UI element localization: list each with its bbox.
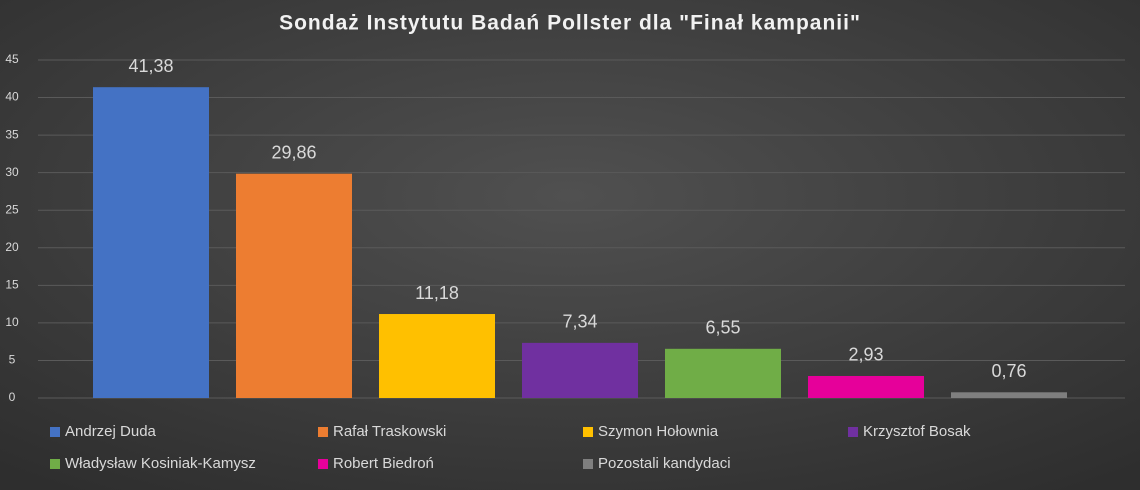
value-label: 7,34 bbox=[562, 312, 597, 332]
bar bbox=[93, 87, 209, 399]
legend-label: Szymon Hołownia bbox=[598, 423, 719, 440]
y-tick-label: 15 bbox=[5, 278, 19, 292]
bar bbox=[522, 342, 638, 398]
y-tick-label: 0 bbox=[9, 390, 16, 404]
legend-label: Krzysztof Bosak bbox=[863, 423, 971, 440]
bar bbox=[951, 392, 1067, 398]
legend-label: Andrzej Duda bbox=[65, 423, 157, 440]
y-tick-label: 40 bbox=[5, 90, 19, 104]
value-label: 6,55 bbox=[705, 318, 740, 338]
legend-label: Władysław Kosiniak-Kamysz bbox=[65, 455, 256, 472]
legend-swatch bbox=[50, 459, 60, 469]
y-tick-label: 10 bbox=[5, 315, 19, 329]
legend-swatch bbox=[848, 427, 858, 437]
y-tick-label: 45 bbox=[5, 52, 19, 66]
y-tick-label: 20 bbox=[5, 240, 19, 254]
value-label: 0,76 bbox=[991, 361, 1026, 381]
value-label: 29,86 bbox=[271, 142, 316, 162]
bar bbox=[665, 348, 781, 398]
y-tick-label: 30 bbox=[5, 165, 19, 179]
chart-title: Sondaż Instytutu Badań Pollster dla "Fin… bbox=[279, 12, 861, 35]
legend-swatch bbox=[318, 459, 328, 469]
y-tick-label: 5 bbox=[9, 353, 16, 367]
legend-swatch bbox=[318, 427, 328, 437]
y-tick-label: 25 bbox=[5, 202, 19, 216]
legend-label: Robert Biedroń bbox=[333, 455, 434, 472]
value-label: 41,38 bbox=[128, 56, 173, 76]
y-tick-label: 35 bbox=[5, 127, 19, 141]
legend-swatch bbox=[583, 459, 593, 469]
bar bbox=[236, 173, 352, 398]
legend-swatch bbox=[583, 427, 593, 437]
value-label: 2,93 bbox=[848, 345, 883, 365]
legend-label: Rafał Traskowski bbox=[333, 423, 446, 440]
value-label: 11,18 bbox=[415, 283, 459, 303]
bar bbox=[808, 375, 924, 398]
legend-label: Pozostali kandydaci bbox=[598, 455, 731, 472]
legend-swatch bbox=[50, 427, 60, 437]
bar bbox=[379, 314, 495, 398]
